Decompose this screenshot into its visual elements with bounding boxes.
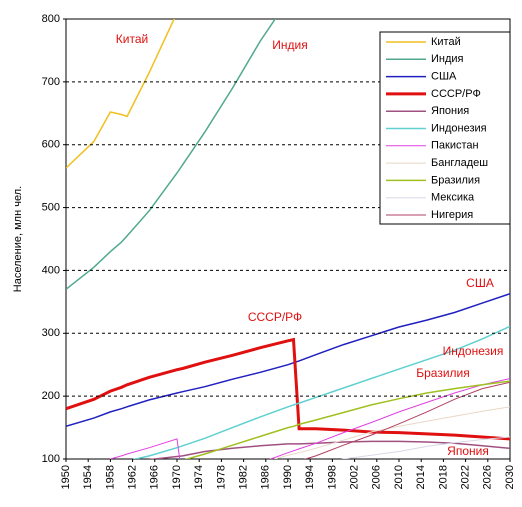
x-tick-label: 1950 — [60, 465, 72, 489]
x-tick-label: 1954 — [82, 465, 94, 489]
annotation: Индонезия — [443, 344, 504, 358]
y-axis-label: Население, млн чел. — [12, 186, 24, 292]
series-line — [66, 19, 277, 290]
y-tick-label: 100 — [42, 453, 60, 465]
legend-label: Бразилия — [431, 174, 480, 186]
series-line — [340, 436, 510, 459]
series-line — [66, 19, 175, 169]
x-tick-label: 2002 — [349, 465, 361, 489]
x-tick-label: 1998 — [326, 465, 338, 489]
y-tick-label: 700 — [42, 76, 60, 88]
plot-area — [66, 19, 510, 459]
series-line — [66, 292, 510, 428]
x-tick-label: 2030 — [504, 465, 516, 489]
x-tick-label: 2014 — [415, 465, 427, 489]
series-line — [66, 337, 510, 441]
y-tick-label: 600 — [42, 139, 60, 151]
x-tick-label: 1990 — [282, 465, 294, 489]
legend-label: Индонезия — [431, 122, 487, 134]
legend-label: Мексика — [431, 192, 475, 204]
y-tick-label: 800 — [42, 13, 60, 25]
x-tick-label: 2006 — [371, 465, 383, 489]
x-tick-label: 2026 — [482, 465, 494, 489]
x-tick-label: 2018 — [437, 465, 449, 489]
x-tick-label: 2022 — [460, 465, 472, 489]
annotation: Индия — [272, 38, 307, 52]
x-tick-label: 1966 — [149, 465, 161, 489]
x-tick-label: 1974 — [193, 465, 205, 489]
annotation: США — [466, 276, 494, 290]
y-tick-label: 500 — [42, 201, 60, 213]
series-line — [147, 440, 510, 459]
legend-label: США — [431, 71, 457, 83]
x-tick-label: 1994 — [304, 465, 316, 489]
x-tick-label: 1970 — [171, 465, 183, 489]
legend-label: Китай — [431, 36, 461, 48]
x-tick-label: 1982 — [238, 465, 250, 489]
series-line — [303, 381, 510, 459]
annotation: Бразилия — [416, 366, 470, 380]
x-tick-label: 2010 — [393, 465, 405, 489]
annotation: Япония — [447, 444, 489, 458]
series-line — [184, 380, 510, 459]
x-tick-label: 1986 — [260, 465, 272, 489]
x-tick-label: 1958 — [104, 465, 116, 489]
annotation: СССР/РФ — [248, 310, 302, 324]
legend-label: Бангладеш — [431, 157, 488, 169]
legend-label: Индия — [431, 53, 464, 65]
series-line — [132, 325, 510, 459]
y-tick-label: 300 — [42, 327, 60, 339]
series-line — [109, 378, 510, 459]
y-tick-label: 200 — [42, 390, 60, 402]
y-tick-label: 400 — [42, 264, 60, 276]
annotation: Китай — [116, 32, 148, 46]
legend-label: Пакистан — [431, 140, 479, 152]
legend-label: Япония — [431, 105, 469, 117]
legend-label: СССР/РФ — [431, 88, 481, 100]
x-tick-label: 1978 — [215, 465, 227, 489]
series-line — [273, 406, 510, 459]
x-tick-label: 1962 — [127, 465, 139, 489]
legend-label: Нигерия — [431, 209, 473, 221]
